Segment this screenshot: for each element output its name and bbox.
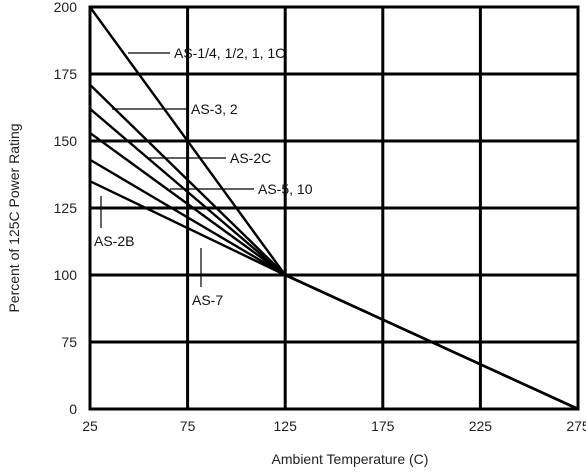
y-tick-label-175: 175 — [54, 66, 78, 82]
series-label-as-1-4-1-2-1-1c: AS-1/4, 1/2, 1, 1C — [174, 45, 285, 61]
series-line-as-5-10 — [89, 131, 579, 411]
y-tick-label-75: 75 — [61, 334, 77, 350]
series-lines — [89, 6, 579, 411]
y-tick-label-100: 100 — [54, 267, 78, 283]
y-tick-labels: 0 75 100 125 150 175 200 — [54, 0, 78, 417]
grid-lines — [88, 5, 580, 411]
series-line-as-3-2 — [89, 83, 579, 411]
x-tick-label-125: 125 — [274, 418, 298, 434]
label-leader-lines — [100, 52, 254, 287]
series-line-as-7 — [89, 180, 579, 411]
x-tick-label-275: 275 — [566, 418, 586, 434]
y-axis-title: Percent of 125C Power Rating — [6, 123, 22, 312]
series-label-as-2c: AS-2C — [230, 150, 271, 166]
x-tick-labels: 25 75 125 175 225 275 — [82, 418, 586, 434]
series-line-as-2b — [89, 158, 579, 411]
x-tick-label-25: 25 — [82, 418, 98, 434]
y-tick-label-125: 125 — [54, 200, 78, 216]
x-tick-label-175: 175 — [371, 418, 395, 434]
series-label-as-5-10: AS-5, 10 — [258, 181, 313, 197]
series-line-as-2c — [89, 107, 579, 411]
series-labels: AS-1/4, 1/2, 1, 1C AS-3, 2 AS-2C AS-5, 10 AS… — [94, 45, 313, 308]
y-tick-label-150: 150 — [54, 133, 78, 149]
series-label-as-3-2: AS-3, 2 — [191, 101, 238, 117]
y-tick-label-200: 200 — [54, 0, 78, 15]
series-label-as-7: AS-7 — [192, 292, 223, 308]
y-tick-label-0: 0 — [69, 401, 77, 417]
x-tick-label-75: 75 — [180, 418, 196, 434]
series-label-as-2b: AS-2B — [94, 233, 134, 249]
x-axis-title: Ambient Temperature (C) — [272, 451, 429, 467]
x-tick-label-225: 225 — [469, 418, 493, 434]
plot-frame — [88, 5, 580, 411]
